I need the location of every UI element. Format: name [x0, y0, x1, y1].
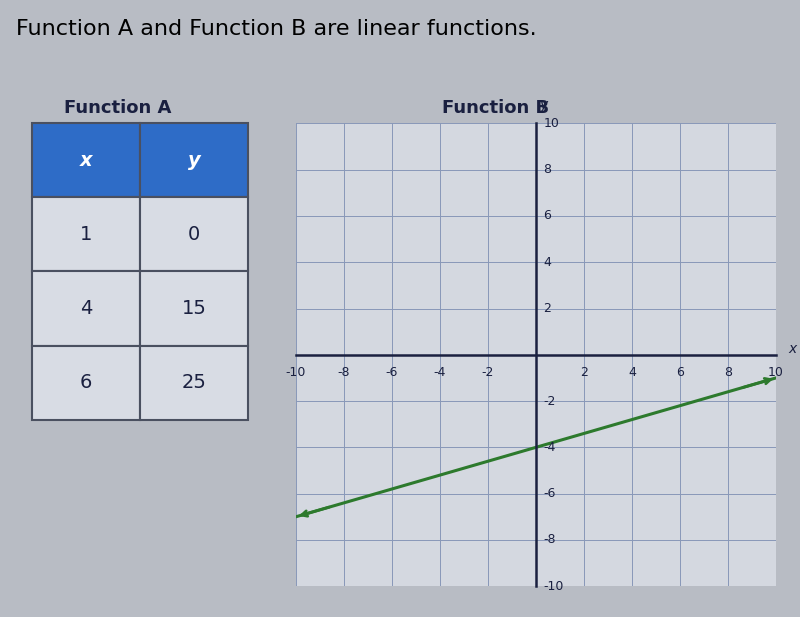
Text: x: x	[788, 342, 796, 356]
Text: 6: 6	[676, 366, 684, 379]
Text: -4: -4	[434, 366, 446, 379]
Text: -6: -6	[543, 487, 555, 500]
Text: 10: 10	[768, 366, 784, 379]
FancyBboxPatch shape	[32, 123, 140, 197]
Text: 2: 2	[543, 302, 551, 315]
Text: 1: 1	[80, 225, 92, 244]
Text: y: y	[188, 151, 200, 170]
Text: 8: 8	[724, 366, 732, 379]
Text: -10: -10	[543, 579, 563, 593]
Text: 0: 0	[188, 225, 200, 244]
Text: 4: 4	[80, 299, 92, 318]
Text: -4: -4	[543, 441, 555, 454]
Text: 10: 10	[543, 117, 559, 130]
Text: 4: 4	[628, 366, 636, 379]
FancyBboxPatch shape	[140, 197, 248, 271]
Text: 6: 6	[543, 209, 551, 223]
Text: 15: 15	[182, 299, 206, 318]
Text: -6: -6	[386, 366, 398, 379]
FancyBboxPatch shape	[140, 123, 248, 197]
FancyBboxPatch shape	[140, 271, 248, 346]
Text: 8: 8	[543, 163, 551, 176]
FancyBboxPatch shape	[32, 346, 140, 420]
Text: Function A: Function A	[64, 99, 171, 117]
Text: -2: -2	[543, 394, 555, 408]
Text: -8: -8	[543, 533, 556, 547]
Text: -2: -2	[482, 366, 494, 379]
Text: y: y	[539, 98, 547, 112]
Text: 25: 25	[182, 373, 206, 392]
Text: 4: 4	[543, 255, 551, 269]
Text: x: x	[80, 151, 92, 170]
FancyBboxPatch shape	[140, 346, 248, 420]
Text: 2: 2	[580, 366, 588, 379]
FancyBboxPatch shape	[32, 197, 140, 271]
Text: -8: -8	[338, 366, 350, 379]
Text: Function A and Function B are linear functions.: Function A and Function B are linear fun…	[16, 19, 537, 38]
FancyBboxPatch shape	[32, 271, 140, 346]
Text: 6: 6	[80, 373, 92, 392]
Text: Function B: Function B	[442, 99, 550, 117]
Text: -10: -10	[286, 366, 306, 379]
